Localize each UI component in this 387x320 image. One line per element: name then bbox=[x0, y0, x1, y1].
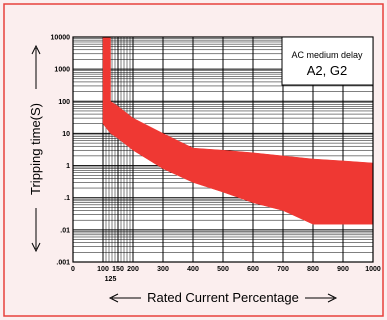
y-axis-arrow-up-head bbox=[31, 44, 41, 55]
x-tick-label: 900 bbox=[337, 266, 349, 273]
x-tick-label: 1000 bbox=[365, 266, 381, 273]
legend-box-background bbox=[281, 36, 374, 86]
x-tick-label: 100 bbox=[97, 266, 109, 273]
x-tick-labels: 0 100 150 200 300 400 500 600 700 800 900 1000 125 bbox=[71, 266, 381, 283]
x-tick-label: 600 bbox=[247, 266, 259, 273]
x-axis-title: Rated Current Percentage bbox=[147, 290, 299, 305]
x-axis-title-group: Rated Current Percentage bbox=[108, 290, 338, 305]
x-tick-label: 200 bbox=[127, 266, 139, 273]
legend-line1: AC medium delay bbox=[291, 50, 363, 60]
x-tick-label: 400 bbox=[187, 266, 199, 273]
y-axis-title-group: Tripping time(S) bbox=[28, 44, 43, 253]
x-axis-arrow-left-head bbox=[108, 293, 119, 303]
y-axis-arrow-down-head bbox=[31, 242, 41, 253]
y-tick-labels: 10000 1000 100 10 1 .1 .01 .001 bbox=[51, 35, 71, 267]
x-tick-label: 150 bbox=[112, 266, 124, 273]
legend-line2: A2, G2 bbox=[307, 63, 347, 78]
x-tick-label: 800 bbox=[307, 266, 319, 273]
y-tick-label: .1 bbox=[64, 195, 70, 202]
plot-outline bbox=[72, 36, 374, 263]
y-tick-label: 100 bbox=[58, 99, 70, 106]
y-axis-title: Tripping time(S) bbox=[28, 103, 43, 195]
x-tick-label-extra: 125 bbox=[105, 276, 117, 283]
frame-border bbox=[3, 3, 384, 317]
x-tick-label: 0 bbox=[71, 266, 75, 273]
x-axis-arrow-right-head bbox=[327, 293, 338, 303]
y-tick-label: 1 bbox=[66, 163, 70, 170]
x-tick-label: 700 bbox=[277, 266, 289, 273]
legend-box: AC medium delay A2, G2 bbox=[281, 36, 374, 86]
x-tick-label: 300 bbox=[157, 266, 169, 273]
x-tick-label: 500 bbox=[217, 266, 229, 273]
y-tick-label: 1000 bbox=[54, 67, 70, 74]
y-tick-label: 10000 bbox=[51, 35, 71, 42]
y-tick-label: .001 bbox=[56, 260, 70, 267]
y-tick-label: .01 bbox=[60, 227, 70, 234]
y-tick-label: 10 bbox=[62, 131, 70, 138]
